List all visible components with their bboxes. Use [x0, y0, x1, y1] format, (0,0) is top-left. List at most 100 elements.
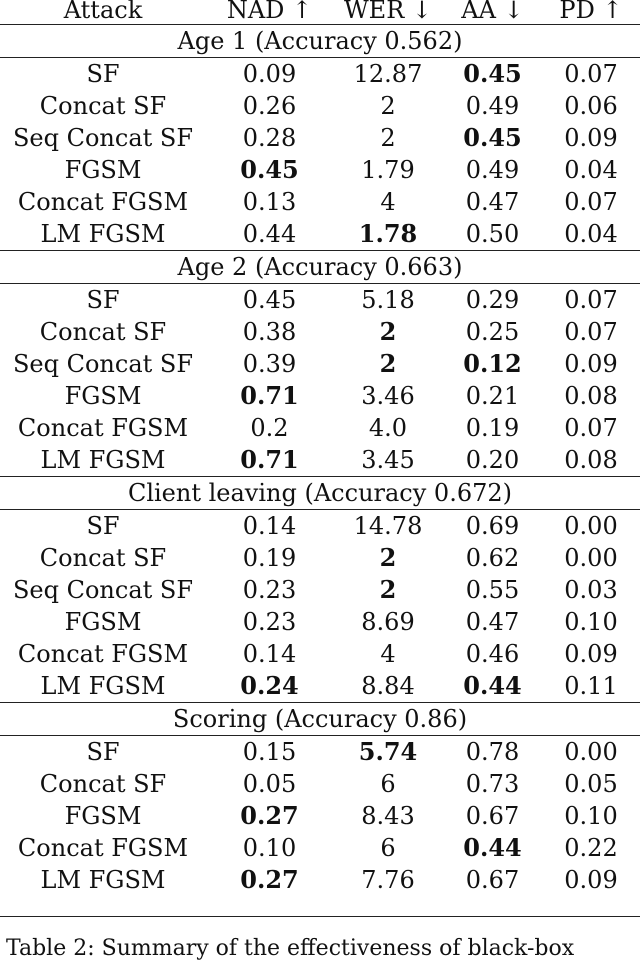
metric-cell: 0.11	[564, 672, 618, 700]
metric-cell: 0.24	[240, 671, 299, 700]
metric-cell: 0.14	[206, 509, 333, 542]
table-row: Seq Concat SF 0.39 2 0.12 0.09	[0, 348, 640, 380]
table-row: Concat SF 0.26 2 0.49 0.06	[0, 90, 640, 122]
section-title: Client leaving (Accuracy 0.672)	[0, 476, 640, 510]
header-cell: PD ↑	[559, 0, 623, 24]
metric-cell: 2	[379, 317, 397, 346]
metric-cell: 5.74	[333, 735, 443, 768]
metric-cell: 0.10	[564, 802, 618, 830]
metric-cell: 2	[380, 92, 396, 120]
metric-cell: 4	[380, 640, 396, 668]
metric-cell: 8.43	[361, 802, 415, 830]
metric-cell: 0.28	[242, 124, 297, 152]
metric-cell: 0.67	[465, 866, 520, 894]
attack-name-cell: SF	[0, 57, 206, 90]
attack-name-cell: FGSM	[64, 608, 142, 636]
metric-cell: 0.09	[564, 640, 618, 668]
table-row: SF 0.15 5.74 0.78 0.00	[0, 735, 640, 768]
metric-cell: 0.45	[463, 123, 522, 152]
table-row: Concat SF 0.19 2 0.62 0.00	[0, 542, 640, 574]
metric-cell: 0.14	[242, 640, 297, 668]
metric-cell: 1.79	[361, 156, 415, 184]
metric-cell: 0.22	[564, 834, 618, 862]
attack-name-cell: Concat SF	[39, 770, 167, 798]
table-row: LM FGSM 0.44 1.78 0.50 0.04	[0, 218, 640, 251]
table-row: Concat SF 0.38 2 0.25 0.07	[0, 316, 640, 348]
metric-cell: 2	[379, 543, 397, 572]
metric-cell: 0.07	[542, 283, 640, 316]
attack-name-cell: LM FGSM	[40, 220, 166, 248]
header-cell: AA ↓	[461, 0, 524, 24]
metric-cell: 0.44	[463, 833, 522, 862]
metric-cell: 0.05	[242, 770, 297, 798]
metric-cell: 3.46	[361, 382, 415, 410]
metric-cell: 0.21	[465, 382, 520, 410]
attack-name-cell: SF	[0, 735, 206, 768]
metric-cell: 0.38	[242, 318, 297, 346]
attack-name-cell: LM FGSM	[40, 672, 166, 700]
metric-cell: 0.07	[564, 414, 618, 442]
attack-name-cell: Seq Concat SF	[12, 576, 194, 604]
metric-cell: 0.12	[463, 349, 522, 378]
metric-cell: 0.13	[242, 188, 297, 216]
metric-cell: 8.84	[361, 672, 415, 700]
header-cell: WER ↓	[344, 0, 432, 24]
metric-cell: 0.23	[242, 608, 297, 636]
section-title: Age 2 (Accuracy 0.663)	[0, 250, 640, 284]
metric-cell: 2	[380, 124, 396, 152]
table-body: Age 1 (Accuracy 0.562) SF 0.09 12.87 0.45 0.0…	[0, 24, 640, 897]
attack-name-cell: Concat FGSM	[17, 414, 189, 442]
table-row: Concat FGSM 0.13 4 0.47 0.07	[0, 186, 640, 218]
metric-cell: 6	[380, 770, 396, 798]
metric-cell: 0.00	[542, 509, 640, 542]
metric-cell: 0.04	[564, 156, 618, 184]
metric-cell: 0.45	[206, 283, 333, 316]
metric-cell: 0.78	[443, 735, 542, 768]
table-row: Seq Concat SF 0.23 2 0.55 0.03	[0, 574, 640, 606]
attack-name-cell: Concat SF	[39, 544, 167, 572]
metric-cell: 14.78	[333, 509, 443, 542]
attack-name-cell: FGSM	[64, 382, 142, 410]
table-row: LM FGSM 0.27 7.76 0.67 0.09	[0, 864, 640, 896]
attack-name-cell: LM FGSM	[40, 866, 166, 894]
table-row: FGSM 0.71 3.46 0.21 0.08	[0, 380, 640, 412]
header-cell: Attack	[63, 0, 143, 24]
metric-cell: 0.67	[465, 802, 520, 830]
metric-cell: 0.19	[242, 544, 297, 572]
metric-cell: 0.03	[564, 576, 618, 604]
metric-cell: 0.26	[242, 92, 297, 120]
table-row: Concat FGSM 0.14 4 0.46 0.09	[0, 638, 640, 670]
metric-cell: 12.87	[333, 57, 443, 90]
metric-cell: 0.55	[465, 576, 520, 604]
metric-cell: 0.08	[564, 446, 618, 474]
metric-cell: 5.18	[333, 283, 443, 316]
metric-cell: 4	[380, 188, 396, 216]
metric-cell: 0.08	[564, 382, 618, 410]
metric-cell: 0.49	[465, 156, 520, 184]
metric-cell: 3.45	[361, 446, 415, 474]
metric-cell: 0.45	[443, 57, 542, 90]
table-caption: Table 2: Summary of the effectiveness of…	[6, 936, 575, 961]
metric-cell: 0.10	[564, 608, 618, 636]
metric-cell: 0.47	[465, 608, 520, 636]
metric-cell: 6	[380, 834, 396, 862]
section-title-row: Age 1 (Accuracy 0.562)	[0, 24, 640, 58]
metric-cell: 0.07	[542, 57, 640, 90]
metric-cell: 0.00	[564, 544, 618, 572]
table-row: Concat SF 0.05 6 0.73 0.05	[0, 768, 640, 800]
metric-cell: 0.45	[240, 155, 299, 184]
results-table: Attack NAD ↑ WER ↓ AA ↓ PD ↑ Age 1 (Accu…	[0, 0, 640, 897]
attack-name-cell: Concat FGSM	[17, 188, 189, 216]
metric-cell: 0.46	[465, 640, 520, 668]
metric-cell: 0.47	[465, 188, 520, 216]
table-row: FGSM 0.27 8.43 0.67 0.10	[0, 800, 640, 832]
section-title: Age 1 (Accuracy 0.562)	[0, 24, 640, 58]
metric-cell: 0.23	[242, 576, 297, 604]
attack-name-cell: Concat FGSM	[17, 640, 189, 668]
table-row: LM FGSM 0.24 8.84 0.44 0.11	[0, 670, 640, 703]
metric-cell: 0.19	[465, 414, 520, 442]
metric-cell: 0.27	[240, 801, 299, 830]
table-row: SF 0.09 12.87 0.45 0.07	[0, 57, 640, 90]
header-row: Attack NAD ↑ WER ↓ AA ↓ PD ↑	[0, 0, 640, 25]
section-title-row: Client leaving (Accuracy 0.672)	[0, 476, 640, 510]
